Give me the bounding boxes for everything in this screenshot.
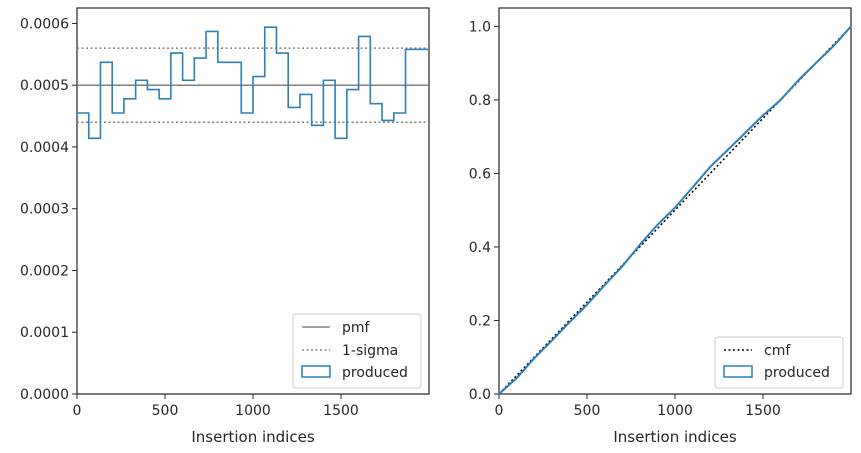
x-tick-label: 500: [152, 403, 179, 419]
y-tick-label: 0.8: [469, 93, 491, 109]
legend-produced-swatch: [723, 365, 753, 378]
y-tick-label: 0.0005: [20, 78, 69, 94]
y-tick-label: 0.0000: [20, 387, 69, 403]
x-tick-label: 1000: [657, 403, 693, 419]
right-series: [498, 25, 852, 395]
x-tick-label: 500: [574, 403, 601, 419]
left-series: [77, 26, 429, 140]
x-tick-label: 1000: [235, 403, 271, 419]
y-tick-label: 0.6: [469, 166, 491, 182]
right-x-axis: 0 500 1000 1500: [495, 394, 781, 419]
y-tick-label: 0.4: [469, 240, 491, 256]
y-tick-label: 0.0: [469, 387, 491, 403]
y-tick-label: 1.0: [469, 19, 491, 35]
left-x-axis-label: Insertion indices: [191, 428, 314, 446]
legend-cmf-label: cmf: [764, 343, 791, 359]
left-legend: pmf 1-sigma produced: [292, 313, 422, 389]
legend-produced-label: produced: [342, 365, 408, 381]
right-x-axis-label: Insertion indices: [613, 428, 736, 446]
left-legend-box: [292, 313, 422, 389]
right-y-axis: 0.0 0.2 0.4 0.6 0.8 1.0: [469, 19, 499, 403]
x-tick-label: 0: [73, 403, 82, 419]
y-tick-label: 0.0001: [20, 325, 69, 341]
left-y-axis: 0.0000 0.0001 0.0002 0.0003 0.0004 0.0005 0.00…: [20, 16, 77, 403]
x-tick-label: 0: [495, 403, 504, 419]
x-tick-label: 1500: [745, 403, 781, 419]
left-x-axis: 0 500 1000 1500: [73, 394, 359, 419]
y-tick-label: 0.0003: [20, 202, 69, 218]
left-chart: 0.0000 0.0001 0.0002 0.0003 0.0004 0.0005 0.00…: [20, 7, 430, 446]
legend-1-sigma-label: 1-sigma: [342, 343, 398, 359]
y-tick-label: 0.2: [469, 313, 491, 329]
right-chart: 0.0 0.2 0.4 0.6 0.8 1.0 0 500 1000 1500 Insertio…: [469, 7, 852, 446]
right-legend: cmf produced: [714, 336, 844, 389]
right-plot-frame: [498, 7, 852, 395]
y-tick-label: 0.0004: [20, 140, 69, 156]
legend-produced-swatch: [301, 365, 331, 378]
y-tick-label: 0.0002: [20, 263, 69, 279]
y-tick-label: 0.0006: [20, 16, 69, 32]
produced-series-line: [498, 25, 852, 395]
x-tick-label: 1500: [323, 403, 359, 419]
legend-produced-label: produced: [764, 365, 830, 381]
produced-step-line: [77, 26, 429, 140]
legend-pmf-label: pmf: [342, 320, 371, 336]
